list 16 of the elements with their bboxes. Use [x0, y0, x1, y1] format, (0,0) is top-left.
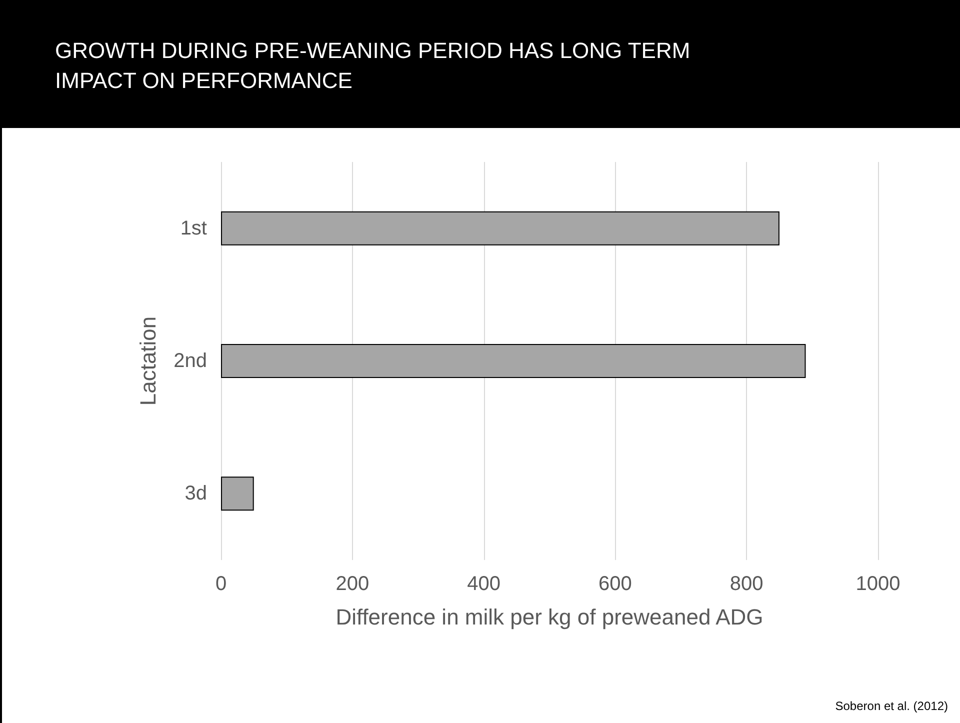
y-tick-label: 3d	[184, 482, 207, 505]
bar	[221, 476, 254, 511]
text: Soberon et al. (2012)	[835, 699, 948, 713]
y-axis-title: Lactation	[136, 316, 160, 406]
x-tick-label: 200	[336, 573, 370, 595]
x-axis-title: Difference in milk per kg of preweaned ADG	[336, 604, 764, 630]
x-tick-label: 1000	[856, 573, 900, 595]
x-tick-label: 600	[598, 573, 632, 595]
x-tick-label: 400	[467, 573, 500, 595]
bar	[221, 344, 806, 378]
bar	[221, 211, 780, 246]
x-tick-label: 0	[215, 573, 227, 595]
x-tick-label: 800	[730, 573, 764, 595]
chart-title: GROWTH DURING PRE-WEANING PERIOD HAS LONG TERM IMPACT ON PERFORMANCE	[55, 37, 692, 95]
y-tick-label: 2nd	[174, 350, 207, 372]
y-tick-label: 1st	[180, 217, 208, 240]
